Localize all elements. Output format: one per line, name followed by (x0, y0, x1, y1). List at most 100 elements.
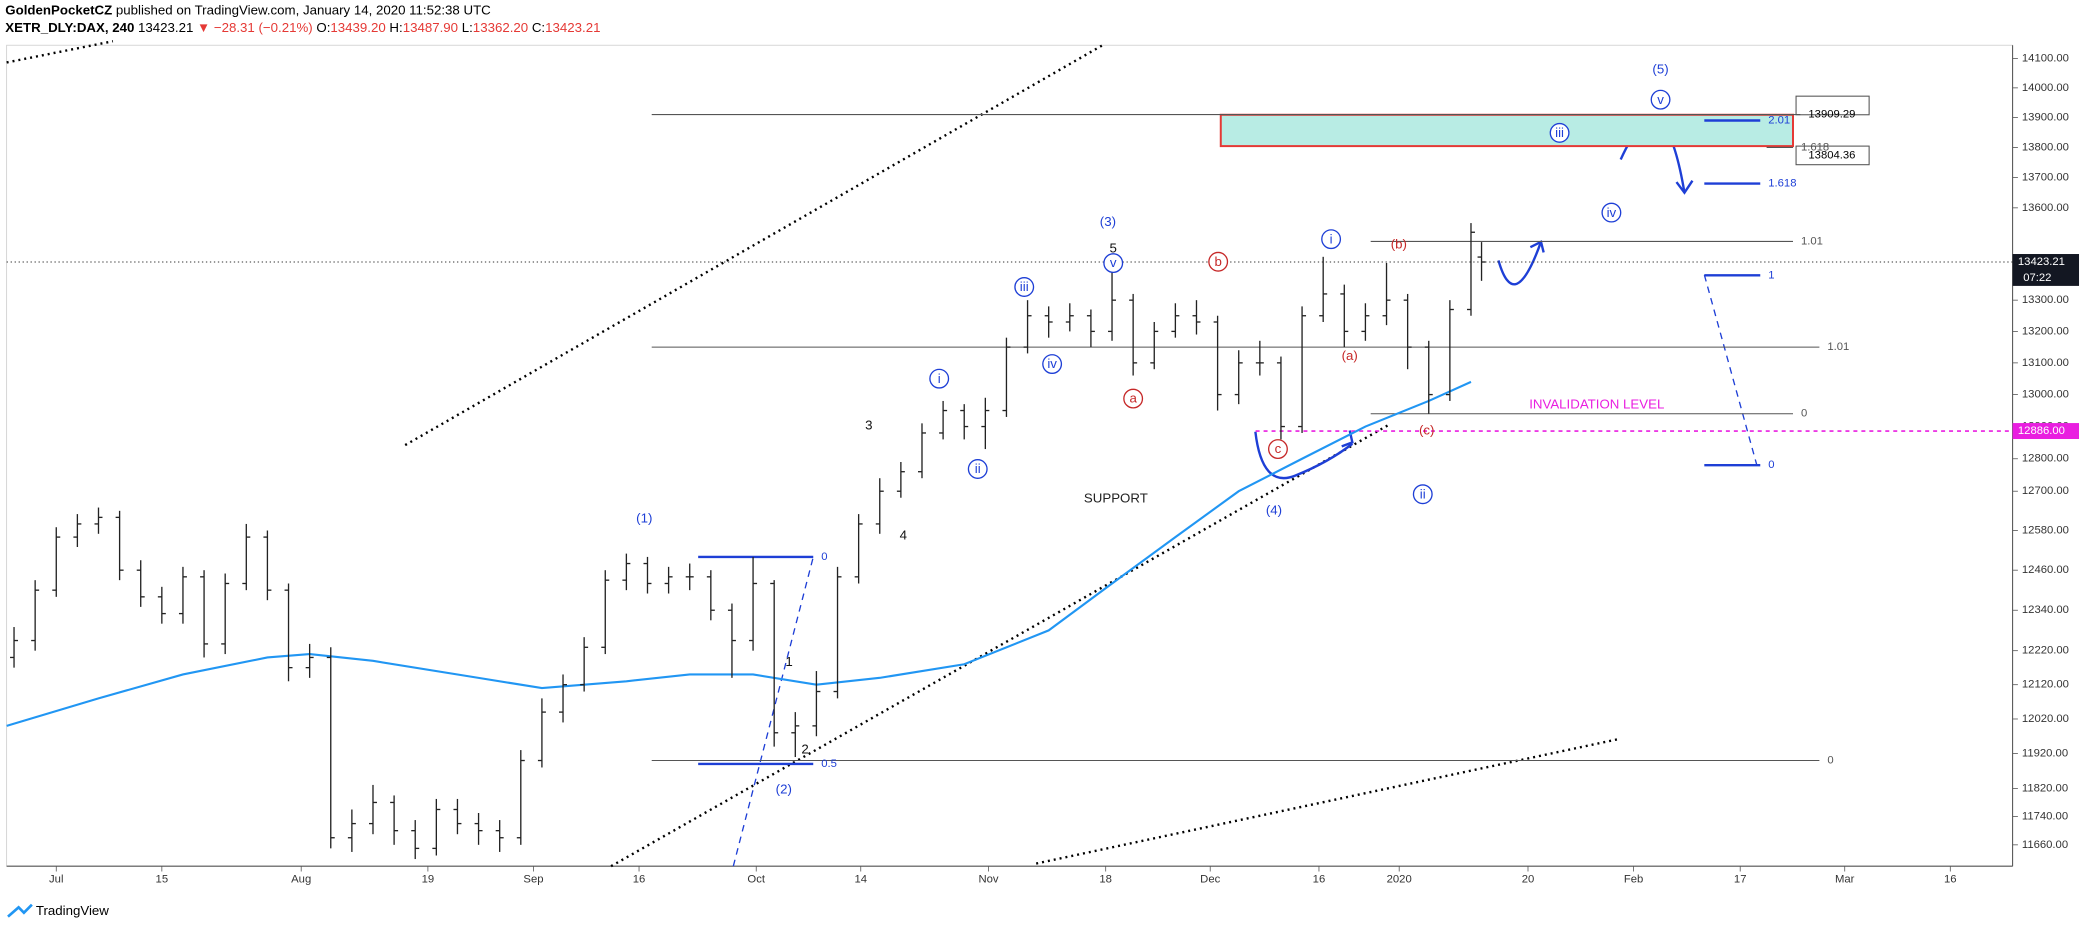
trendline (1035, 737, 1621, 865)
ohlc-bar (770, 580, 779, 747)
fib-label: 0 (1768, 459, 1774, 471)
fib-label: 1.01 (1801, 235, 1823, 247)
ohlc-bar (411, 820, 420, 860)
ohlc-bar (1255, 340, 1264, 376)
y-tick-label: 11660.00 (2022, 839, 2068, 851)
y-tick-label: 13200.00 (2022, 325, 2069, 337)
y-tick-label: 12020.00 (2022, 713, 2069, 725)
x-tick-label: 20 (1522, 873, 1535, 885)
ohlc-bar (1424, 340, 1433, 414)
fib-label: 1.618 (1768, 178, 1796, 190)
wave-label: (5) (1652, 61, 1668, 76)
wave-circle (967, 459, 988, 479)
ohlc-bar (1477, 242, 1486, 281)
ohlc-bar (875, 478, 884, 534)
trendlines (6, 40, 1621, 868)
fib-label: 1.618 (1801, 141, 1829, 153)
ohlc-bar (200, 570, 209, 658)
ohlc-bar (1213, 315, 1222, 411)
wave-label: 3 (865, 417, 872, 432)
ohlc-bar (960, 404, 969, 440)
ohlc-bar (601, 570, 610, 655)
invalidation-tag (2012, 423, 2080, 440)
y-tick-label: 13300.00 (2022, 294, 2069, 306)
ohlc-bar (1192, 300, 1201, 335)
wave-label: (4) (1266, 502, 1282, 517)
ohlc-bar (136, 560, 145, 607)
ohlc-bar (52, 527, 61, 597)
fib-label: 0 (821, 551, 827, 563)
price-callout-box (1795, 95, 1870, 116)
price-callout: 13909.29 (1808, 109, 1855, 121)
wave-label: v (1657, 92, 1664, 107)
wave-circle (1103, 253, 1124, 274)
wave-label: iii (1020, 279, 1029, 294)
y-tick-label: 12800.00 (2022, 453, 2069, 465)
ohlc-bar (157, 586, 166, 624)
ohlc-bar (643, 556, 652, 594)
y-tick-label: 12220.00 (2022, 645, 2069, 657)
logo-mark (7, 903, 33, 918)
y-tick-label: 11920.00 (2022, 748, 2068, 760)
wave-label: ii (975, 461, 981, 476)
target-zone (1219, 113, 1794, 148)
x-tick-label: 15 (156, 873, 169, 885)
ohlc-value: 13487.90 (403, 19, 458, 34)
fib-label: 0 (1801, 408, 1807, 420)
ohlc-bar (854, 514, 863, 584)
wave-label: (c) (1419, 423, 1434, 438)
wave-circle (1014, 277, 1035, 297)
price: 13423.21 (138, 19, 193, 34)
fib-diagonal (1703, 274, 1759, 468)
ohlc-bar (1065, 303, 1074, 332)
y-tick-label: 14000.00 (2022, 82, 2069, 94)
ohlc-bar (263, 530, 272, 601)
ohlc-bar (1129, 293, 1138, 376)
wave-label: 1 (785, 654, 792, 669)
ohlc-bar (1403, 293, 1412, 370)
symbol: XETR_DLY:DAX, 240 (5, 19, 134, 34)
y-tick-label: 12580.00 (2022, 524, 2069, 536)
trendline (6, 40, 114, 64)
ohlc-bar (242, 523, 251, 591)
ohlc-bar (1023, 300, 1032, 354)
change: ▼ −28.31 (−0.21%) (197, 19, 313, 34)
invalidation-tag-label: 12886.00 (2018, 425, 2065, 437)
author: GoldenPocketCZ (5, 2, 112, 17)
ohlc-bar (1086, 309, 1095, 348)
ohlc-bar (791, 712, 800, 758)
wave-circle (1123, 388, 1144, 409)
ohlc-bar (1276, 356, 1285, 440)
ohlc: O:13439.20 H:13487.90 L:13362.20 C:13423… (316, 19, 600, 34)
header-quote: XETR_DLY:DAX, 240 13423.21 ▼ −28.31 (−0.… (5, 19, 600, 34)
last-price-label: 13423.21 (2018, 256, 2065, 268)
last-price-tag (2012, 254, 2080, 286)
fib-diagonal (732, 557, 814, 867)
ohlc-label: H: (389, 19, 402, 34)
ohlc-bar (580, 637, 589, 692)
wave-label: 2 (801, 741, 808, 756)
x-tick-label: 14 (854, 873, 867, 885)
wave-label: (b) (1391, 237, 1407, 252)
wave-label: (2) (776, 781, 792, 796)
x-tick-label: Jul (49, 873, 63, 885)
ohlc-bar (664, 566, 673, 594)
wave-label: SUPPORT (1084, 490, 1148, 505)
wave-label: ii (1420, 486, 1426, 501)
ohlc-bar (474, 813, 483, 845)
ohlc-bar (10, 627, 19, 668)
y-tick-label: 12340.00 (2022, 604, 2069, 616)
header-line: GoldenPocketCZ published on TradingView.… (5, 2, 491, 17)
wave-circle (1042, 354, 1063, 375)
wave-circle (1549, 122, 1570, 143)
ohlc-bar (369, 784, 377, 835)
ohlc-bar (622, 553, 631, 591)
wave-circle (929, 368, 950, 389)
ohlc-bar (685, 563, 694, 591)
wave-label: (1) (636, 510, 652, 525)
ohlc-bar (347, 809, 356, 852)
wave-circle (1412, 484, 1433, 505)
y-tick-label: 12460.00 (2022, 564, 2069, 576)
wave-label: a (1129, 391, 1137, 406)
y-tick-label: 12120.00 (2022, 679, 2069, 691)
